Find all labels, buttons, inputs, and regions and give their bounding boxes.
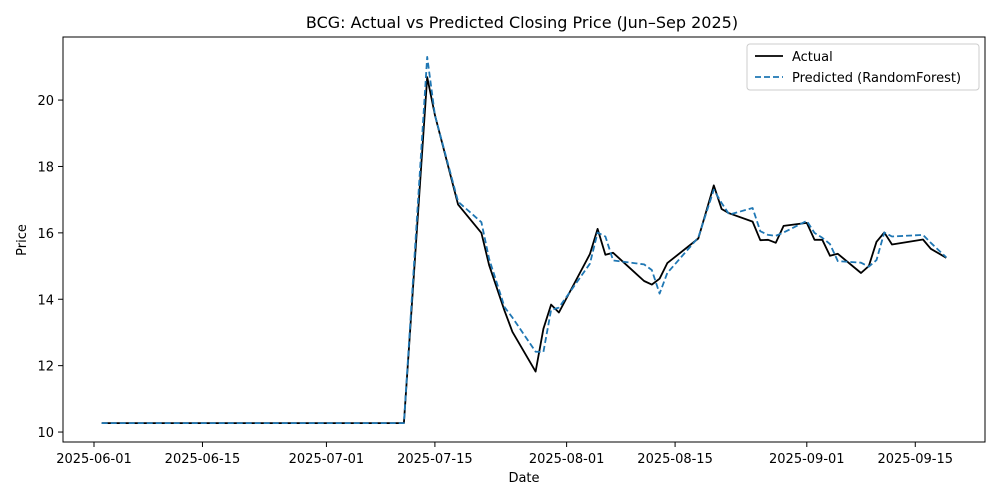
x-tick-label: 2025-08-15: [637, 452, 713, 467]
x-tick-label: 2025-08-01: [529, 452, 605, 467]
x-tick-label: 2025-07-01: [289, 452, 365, 467]
y-tick-label: 18: [37, 160, 54, 175]
x-tick-label: 2025-09-15: [877, 452, 953, 467]
series-line-actual: [101, 76, 947, 425]
y-axis-label: Price: [15, 224, 30, 256]
plot-frame: [62, 36, 986, 443]
y-tick-label: 14: [37, 293, 54, 308]
x-axis: 2025-06-01 2025-06-15 2025-07-01 2025-07-15…: [56, 442, 953, 467]
y-tick-label: 10: [37, 426, 54, 441]
legend-label-actual: Actual: [792, 50, 833, 65]
y-tick-label: 20: [37, 94, 54, 109]
plot-area: [63, 37, 985, 442]
y-axis: 10 12 14 16 18 20: [37, 94, 63, 441]
x-tick-label: 2025-06-01: [56, 452, 132, 467]
x-tick-label: 2025-06-15: [165, 452, 241, 467]
x-tick-label: 2025-07-15: [397, 452, 473, 467]
chart-title: BCG: Actual vs Predicted Closing Price (…: [306, 13, 738, 32]
y-tick-label: 12: [37, 360, 54, 375]
legend-label-predicted: Predicted (RandomForest): [792, 71, 961, 86]
legend-box: [746, 43, 980, 91]
series-layer: [101, 56, 947, 425]
series-line-predicted: [101, 56, 947, 425]
y-tick-label: 16: [37, 227, 54, 242]
x-axis-label: Date: [508, 471, 539, 486]
x-tick-label: 2025-09-01: [769, 452, 845, 467]
legend: Actual Predicted (RandomForest): [746, 43, 980, 91]
